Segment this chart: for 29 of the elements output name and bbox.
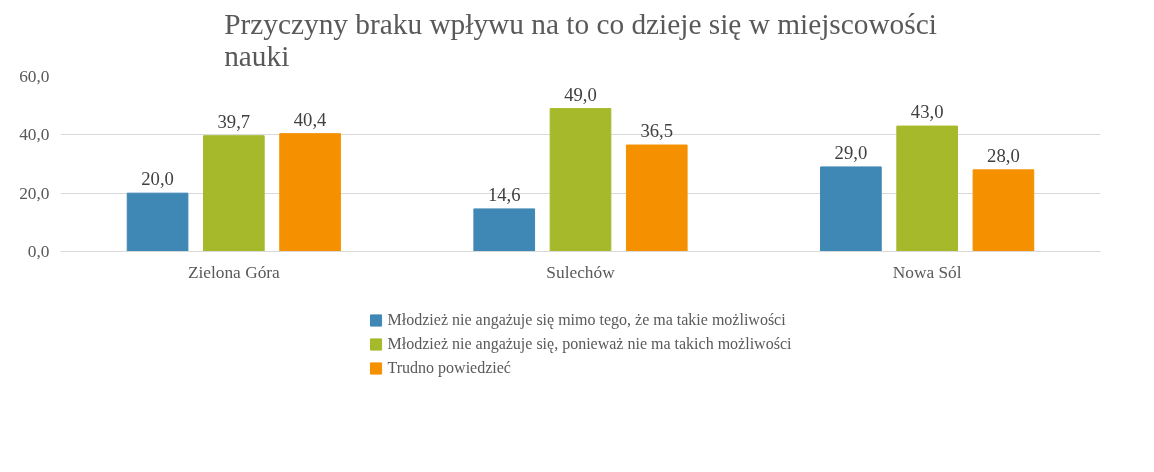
data-label: 14,6 <box>487 183 521 205</box>
data-label: 40,4 <box>293 108 328 130</box>
chart-title: Przyczyny braku wpływu na to co dzieje się w miejscowości nauki <box>224 7 937 72</box>
y-tick-label: 60,0 <box>19 67 50 86</box>
data-label: 36,5 <box>640 120 674 142</box>
data-label: 29,0 <box>834 141 868 163</box>
bar <box>549 108 612 252</box>
data-label: 20,0 <box>141 168 174 190</box>
legend-label: Młodzież nie angażuje się mimo tego, że ma takie możliwości <box>387 311 786 329</box>
bar <box>625 144 688 252</box>
x-tick-label: Nowa Sól <box>892 262 962 282</box>
legend-label: Młodzież nie angażuje się, ponieważ nie ma takich możliwości <box>387 335 792 353</box>
bar <box>972 169 1035 252</box>
bar <box>279 133 341 252</box>
bar <box>126 192 189 252</box>
x-tick-label: Sulechów <box>546 262 616 282</box>
data-label: 49,0 <box>564 83 597 105</box>
data-label: 28,0 <box>987 144 1020 166</box>
bar <box>896 125 958 252</box>
data-label: 39,7 <box>217 110 251 132</box>
y-tick-label: 40,0 <box>19 125 50 145</box>
bar <box>203 135 265 252</box>
y-tick-label: 20,0 <box>19 183 50 203</box>
bar <box>473 208 536 252</box>
bar <box>820 166 882 252</box>
x-tick-label: Zielona Góra <box>187 262 281 282</box>
y-tick-label: 0,0 <box>27 242 50 261</box>
legend-label: Trudno powiedzieć <box>387 359 511 377</box>
data-label: 43,0 <box>910 101 944 123</box>
